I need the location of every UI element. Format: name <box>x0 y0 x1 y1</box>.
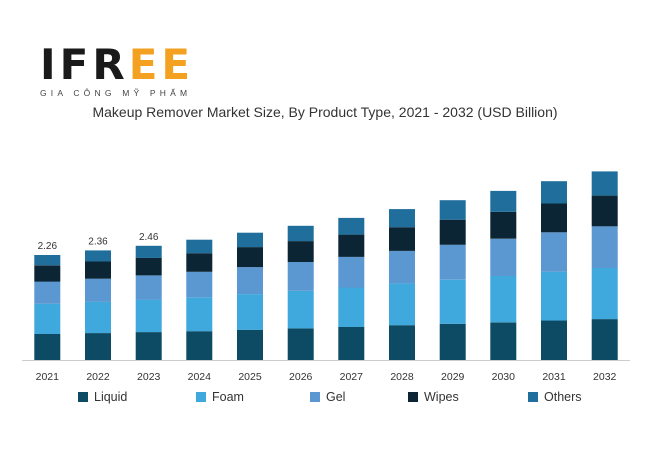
bar-segment-others-2024 <box>186 239 213 254</box>
legend-item-wipes: Wipes <box>408 390 459 404</box>
bar-segment-liquid-2024 <box>186 331 213 360</box>
data-label-2023: 2.46 <box>139 232 159 243</box>
bar-segment-others-2026 <box>287 225 314 242</box>
bar-segment-foam-2025 <box>237 294 263 330</box>
bar-segment-others-2021 <box>34 255 61 266</box>
bar-segment-foam-2022 <box>85 301 111 333</box>
bar-segment-liquid-2029 <box>439 323 466 360</box>
legend-label-liquid: Liquid <box>94 390 128 404</box>
bar-segment-others-2032 <box>591 171 618 196</box>
legend-label-others: Others <box>544 390 582 404</box>
bar-segment-wipes-2024 <box>186 253 213 272</box>
chart-legend: Liquid Foam Gel Wipes Others <box>78 390 598 408</box>
x-tick-label-2024: 2024 <box>188 371 212 383</box>
x-tick-label-2025: 2025 <box>238 371 262 383</box>
bar-segment-foam-2030 <box>490 275 517 323</box>
bar-segment-wipes-2030 <box>490 211 517 239</box>
legend-item-others: Others <box>528 390 582 404</box>
logo-wordmark: IFREE <box>40 40 195 89</box>
bar-segment-wipes-2028 <box>389 227 415 251</box>
bar-segment-gel-2032 <box>591 226 618 268</box>
bar-segment-liquid-2028 <box>389 325 415 360</box>
x-tick-label-2032: 2032 <box>593 371 617 383</box>
bar-segment-others-2025 <box>237 232 263 248</box>
data-label-2021: 2.26 <box>38 241 58 252</box>
bar-segment-liquid-2027 <box>338 327 365 360</box>
x-tick-label-2031: 2031 <box>542 371 566 383</box>
bar-segment-others-2027 <box>338 217 365 235</box>
bar-segment-wipes-2026 <box>287 241 314 262</box>
bar-segment-foam-2029 <box>439 279 466 324</box>
legend-swatch-gel <box>310 392 320 402</box>
bar-segment-liquid-2022 <box>85 333 111 360</box>
x-tick-label-2023: 2023 <box>137 371 161 383</box>
bar-segment-others-2022 <box>85 250 111 262</box>
x-tick-label-2030: 2030 <box>492 371 516 383</box>
bar-segment-gel-2023 <box>135 275 162 300</box>
bar-segment-liquid-2021 <box>34 334 61 360</box>
bar-segment-gel-2021 <box>34 281 61 304</box>
legend-swatch-foam <box>196 392 206 402</box>
bar-segment-liquid-2026 <box>287 328 314 360</box>
bar-segment-gel-2030 <box>490 238 517 276</box>
bar-segment-wipes-2023 <box>135 257 162 276</box>
bar-segment-liquid-2031 <box>541 320 567 360</box>
bar-segment-others-2023 <box>135 245 162 258</box>
bar-segment-foam-2023 <box>135 299 162 333</box>
legend-swatch-others <box>528 392 538 402</box>
bar-segment-wipes-2032 <box>591 195 618 227</box>
x-tick-label-2026: 2026 <box>289 371 313 383</box>
bar-segment-others-2031 <box>541 181 567 204</box>
bar-segment-liquid-2030 <box>490 322 517 360</box>
bar-segment-foam-2032 <box>591 268 618 320</box>
bar-segment-wipes-2021 <box>34 265 61 282</box>
x-tick-label-2022: 2022 <box>86 371 110 383</box>
bar-segment-gel-2022 <box>85 278 111 302</box>
legend-label-foam: Foam <box>212 390 244 404</box>
logo-subtitle: GIA CÔNG MỸ PHẨM <box>40 88 192 98</box>
bar-segment-liquid-2023 <box>135 332 162 360</box>
bar-segment-wipes-2025 <box>237 247 263 268</box>
legend-item-foam: Foam <box>196 390 244 404</box>
x-tick-label-2028: 2028 <box>390 371 414 383</box>
bar-segment-gel-2028 <box>389 250 415 284</box>
bar-segment-gel-2026 <box>287 262 314 291</box>
bar-segment-gel-2024 <box>186 271 213 298</box>
bar-segment-foam-2028 <box>389 283 415 326</box>
legend-swatch-liquid <box>78 392 88 402</box>
brand-logo: IFREE GIA CÔNG MỸ PHẨM <box>40 40 195 99</box>
x-tick-label-2027: 2027 <box>340 371 364 383</box>
legend-label-gel: Gel <box>326 390 346 404</box>
legend-item-liquid: Liquid <box>78 390 127 404</box>
x-tick-label-2021: 2021 <box>36 371 60 383</box>
data-label-2022: 2.36 <box>88 236 108 247</box>
bar-segment-liquid-2025 <box>237 329 263 360</box>
bar-segment-gel-2031 <box>541 232 567 272</box>
bar-segment-wipes-2022 <box>85 261 111 279</box>
bar-segment-wipes-2031 <box>541 203 567 233</box>
bar-segment-foam-2021 <box>34 303 61 334</box>
bar-segment-others-2029 <box>439 200 466 220</box>
legend-swatch-wipes <box>408 392 418 402</box>
bar-segment-gel-2025 <box>237 267 263 294</box>
bar-segment-gel-2029 <box>439 244 466 280</box>
bar-segment-wipes-2027 <box>338 234 365 257</box>
legend-item-gel: Gel <box>310 390 345 404</box>
legend-label-wipes: Wipes <box>424 390 459 404</box>
bar-segment-foam-2031 <box>541 271 567 321</box>
bar-segment-others-2028 <box>389 209 415 228</box>
chart-title: Makeup Remover Market Size, By Product T… <box>92 104 558 120</box>
bar-segment-others-2030 <box>490 190 517 212</box>
bar-segment-liquid-2032 <box>591 319 618 360</box>
bar-segment-foam-2024 <box>186 297 213 332</box>
bar-segment-foam-2026 <box>287 290 314 329</box>
bar-segment-wipes-2029 <box>439 219 466 245</box>
x-tick-label-2029: 2029 <box>441 371 465 383</box>
bar-segment-foam-2027 <box>338 287 365 327</box>
bar-segment-gel-2027 <box>338 256 365 288</box>
